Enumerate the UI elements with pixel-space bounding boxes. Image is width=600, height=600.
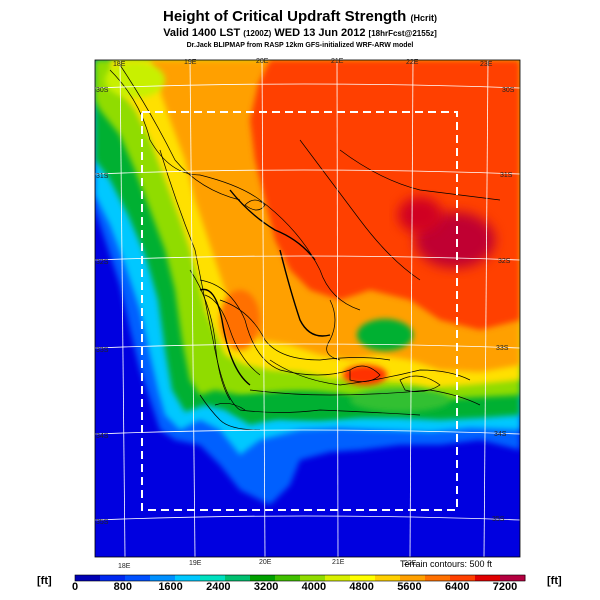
valid-code: (1200Z) [243, 29, 272, 38]
colorbar-swatch [325, 575, 351, 581]
bottom-lon-4: 22E [404, 560, 417, 567]
left-lat-labels: 30S 31S 32S 33S 34S 35S [96, 87, 109, 526]
map-area [95, 60, 520, 557]
model-credit: Dr.Jack BLIPMAP from RASP 12km GFS-initi… [186, 42, 414, 49]
colorbar-swatch [400, 575, 426, 581]
title-unit: (Hcrit) [410, 13, 438, 23]
top-lon-4: 22E [406, 59, 419, 66]
colorbar-swatch [125, 575, 151, 581]
inner-domain-box [141, 111, 458, 511]
left-lat-0: 30S [96, 87, 109, 94]
colorbar-tick-label: 6400 [445, 581, 469, 593]
colorbar-tick-label: 800 [114, 581, 132, 593]
left-lat-4: 34S [96, 433, 109, 440]
top-lon-1: 19E [184, 59, 197, 66]
forecast-info: [18hrFcst@2155z] [368, 29, 437, 38]
colorbar-unit-right: [ft] [547, 575, 562, 587]
right-lat-5: 35S [492, 516, 505, 523]
latlon-grid [95, 60, 520, 557]
colorbar-swatch [500, 575, 526, 581]
colorbar-tick-label: 5600 [397, 581, 421, 593]
colorbar-swatch [200, 575, 226, 581]
top-lon-0: 18E [113, 61, 126, 68]
colorbar-swatch [350, 575, 376, 581]
right-lat-4: 34S [494, 431, 507, 438]
map-frame [94, 59, 521, 558]
green-patch-3 [357, 319, 413, 351]
colorbar-swatch [450, 575, 476, 581]
colorbar-swatch [475, 575, 501, 581]
right-lat-1: 31S [500, 172, 513, 179]
top-lon-2: 20E [256, 58, 269, 65]
colorbar-tick-label: 2400 [206, 581, 230, 593]
colorbar-tick-label: 4800 [349, 581, 373, 593]
colorbar-tick-label: 1600 [158, 581, 182, 593]
colorbar-swatch [175, 575, 201, 581]
terrain-contours [109, 64, 501, 431]
title-main: Height of Critical Updraft Strength [162, 8, 407, 25]
colorbar-tick-label: 0 [72, 581, 78, 593]
red-patch-south [343, 365, 387, 385]
right-lat-labels: 30S 31S 32S 33S 34S 35S [492, 87, 515, 523]
colorbar-swatch [375, 575, 401, 581]
colorbar-frame [74, 574, 526, 582]
right-lat-2: 32S [498, 258, 511, 265]
right-lat-0: 30S [502, 87, 515, 94]
top-lon-3: 21E [331, 58, 344, 65]
colorbar-swatch [250, 575, 276, 581]
valid-date: WED 13 Jun 2012 [274, 27, 366, 39]
colorbar-swatch [100, 575, 126, 581]
bottom-lon-0: 18E [118, 563, 131, 570]
bottom-lon-2: 20E [259, 559, 272, 566]
valid-prefix: Valid 1400 LST [163, 27, 241, 39]
colorbar-tick-label: 7200 [493, 581, 517, 593]
right-lat-3: 33S [496, 345, 509, 352]
bottom-lon-labels: 18E 19E 20E 21E 22E [118, 559, 417, 570]
valid-time-line: Valid 1400 LST (1200Z) WED 13 Jun 2012 [… [0, 27, 600, 39]
colorbar-swatch [75, 575, 101, 581]
top-lon-5: 23E [480, 61, 493, 68]
left-lat-1: 31S [96, 173, 109, 180]
left-lat-5: 35S [96, 519, 109, 526]
colorbar-swatch [275, 575, 301, 581]
left-lat-3: 33S [96, 347, 109, 354]
colorbar: [ft] [ft] 0 800 1600 2400 3200 4000 4800 5600 64… [37, 574, 562, 593]
colorbar-tick-label: 4000 [302, 581, 326, 593]
colorbar-swatch [150, 575, 176, 581]
bottom-lon-3: 21E [332, 559, 345, 566]
terrain-contours-bold [199, 189, 331, 386]
terrain-contour-note: Terrain contours: 500 ft [400, 559, 493, 569]
bottom-lon-1: 19E [189, 560, 202, 567]
colorbar-swatch [300, 575, 326, 581]
colorbar-unit-left: [ft] [37, 575, 52, 587]
left-lat-2: 32S [96, 259, 109, 266]
top-lon-labels: 18E 19E 20E 21E 22E 23E [113, 58, 493, 68]
colorbar-tick-label: 3200 [254, 581, 278, 593]
darkred-core-2 [398, 197, 442, 233]
green-patch-2 [350, 388, 450, 412]
map-title: Height of Critical Updraft Strength (Hcr… [0, 8, 600, 25]
green-patch-1 [230, 391, 370, 419]
colorbar-swatch [425, 575, 451, 581]
colorbar-swatch [225, 575, 251, 581]
